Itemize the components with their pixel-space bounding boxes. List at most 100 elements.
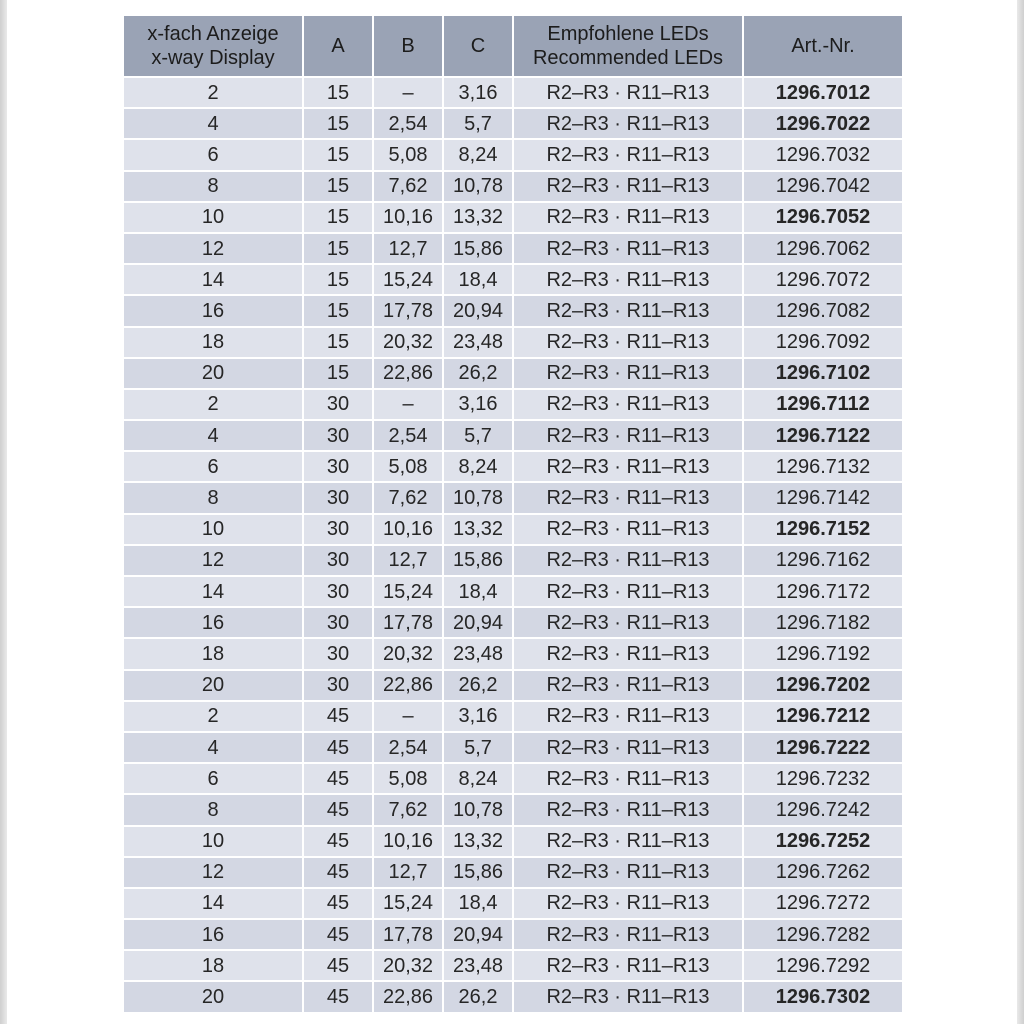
cell-art-nr: 1296.7212 [742,699,904,733]
cell-a: 15 [302,169,374,203]
cell-leds: R2–R3 · R11–R13 [512,387,744,422]
cell-a: 30 [302,419,374,453]
col-header-leds: Empfohlene LEDs Recommended LEDs [512,14,744,78]
header-row: x-fach Anzeige x-way Display A B C Empfo… [122,14,904,78]
table-row: 14 45 15,24 18,4 R2–R3 · R11–R13 1296.7272 [122,886,904,921]
cell-b: 12,7 [372,543,444,578]
table-row: 10 15 10,16 13,32 R2–R3 · R11–R13 1296.7052 [122,200,904,234]
cell-art-nr: 1296.7272 [742,886,904,921]
cell-b: 2,54 [372,107,444,141]
cell-c: 23,48 [442,325,514,359]
cell-leds: R2–R3 · R11–R13 [512,699,744,733]
cell-c: 10,78 [442,793,514,827]
cell-x-display: 14 [122,574,304,609]
cell-c: 10,78 [442,481,514,515]
cell-b: 17,78 [372,294,444,328]
cell-leds: R2–R3 · R11–R13 [512,637,744,671]
cell-a: 45 [302,855,374,889]
cell-a: 15 [302,200,374,234]
table-row: 20 15 22,86 26,2 R2–R3 · R11–R13 1296.7102 [122,356,904,390]
cell-c: 23,48 [442,949,514,983]
cell-leds: R2–R3 · R11–R13 [512,730,744,765]
cell-b: 12,7 [372,231,444,266]
cell-leds: R2–R3 · R11–R13 [512,574,744,609]
cell-art-nr: 1296.7072 [742,263,904,297]
cell-a: 45 [302,918,374,952]
cell-c: 10,78 [442,169,514,203]
cell-b: 5,08 [372,762,444,796]
cell-art-nr: 1296.7252 [742,824,904,858]
cell-leds: R2–R3 · R11–R13 [512,325,744,359]
cell-x-display: 2 [122,75,304,110]
cell-b: 2,54 [372,730,444,765]
cell-b: – [372,387,444,422]
cell-a: 15 [302,107,374,141]
cell-x-display: 20 [122,356,304,390]
cell-x-display: 18 [122,949,304,983]
cell-leds: R2–R3 · R11–R13 [512,450,744,484]
cell-a: 15 [302,325,374,359]
cell-x-display: 14 [122,886,304,921]
cell-b: 10,16 [372,824,444,858]
cell-leds: R2–R3 · R11–R13 [512,75,744,110]
cell-x-display: 8 [122,169,304,203]
cell-leds: R2–R3 · R11–R13 [512,824,744,858]
cell-x-display: 10 [122,512,304,546]
cell-b: 22,86 [372,980,444,1014]
cell-leds: R2–R3 · R11–R13 [512,200,744,234]
cell-b: 7,62 [372,793,444,827]
col-header-a: A [302,14,374,78]
cell-art-nr: 1296.7242 [742,793,904,827]
cell-x-display: 4 [122,107,304,141]
table-row: 2 15–3,16 R2–R3 · R11–R13 1296.7012 [122,75,904,110]
table-row: 14 30 15,24 18,4 R2–R3 · R11–R13 1296.7172 [122,574,904,609]
cell-b: 15,24 [372,263,444,297]
cell-c: 13,32 [442,824,514,858]
cell-c: 18,4 [442,886,514,921]
cell-art-nr: 1296.7012 [742,75,904,110]
cell-c: 3,16 [442,699,514,733]
table-row: 4 45 2,54 5,7 R2–R3 · R11–R13 1296.7222 [122,730,904,765]
cell-leds: R2–R3 · R11–R13 [512,263,744,297]
cell-leds: R2–R3 · R11–R13 [512,793,744,827]
cell-art-nr: 1296.7112 [742,387,904,422]
cell-leds: R2–R3 · R11–R13 [512,886,744,921]
cell-x-display: 10 [122,200,304,234]
cell-art-nr: 1296.7192 [742,637,904,671]
cell-leds: R2–R3 · R11–R13 [512,107,744,141]
cell-c: 18,4 [442,574,514,609]
cell-art-nr: 1296.7062 [742,231,904,266]
cell-x-display: 6 [122,450,304,484]
col-header-art: Art.-Nr. [742,14,904,78]
cell-art-nr: 1296.7282 [742,918,904,952]
cell-art-nr: 1296.7052 [742,200,904,234]
cell-c: 20,94 [442,606,514,640]
cell-c: 18,4 [442,263,514,297]
cell-leds: R2–R3 · R11–R13 [512,294,744,328]
cell-a: 45 [302,730,374,765]
cell-b: 17,78 [372,918,444,952]
cell-leds: R2–R3 · R11–R13 [512,512,744,546]
cell-art-nr: 1296.7232 [742,762,904,796]
cell-art-nr: 1296.7162 [742,543,904,578]
cell-leds: R2–R3 · R11–R13 [512,231,744,266]
cell-a: 30 [302,481,374,515]
cell-a: 45 [302,949,374,983]
cell-b: 20,32 [372,949,444,983]
cell-art-nr: 1296.7122 [742,419,904,453]
cell-a: 45 [302,793,374,827]
cell-b: 5,08 [372,138,444,172]
table-row: 14 15 15,24 18,4 R2–R3 · R11–R13 1296.7072 [122,263,904,297]
cell-c: 8,24 [442,138,514,172]
table-row: 10 45 10,16 13,32 R2–R3 · R11–R13 1296.7252 [122,824,904,858]
cell-art-nr: 1296.7042 [742,169,904,203]
cell-x-display: 8 [122,481,304,515]
table-body: 2 15–3,16 R2–R3 · R11–R13 1296.7012 4 15 2,54 5… [122,75,904,1014]
cell-x-display: 2 [122,699,304,733]
cell-art-nr: 1296.7182 [742,606,904,640]
cell-b: 22,86 [372,668,444,702]
cell-leds: R2–R3 · R11–R13 [512,543,744,578]
cell-leds: R2–R3 · R11–R13 [512,668,744,702]
cell-c: 3,16 [442,75,514,110]
cell-c: 15,86 [442,231,514,266]
